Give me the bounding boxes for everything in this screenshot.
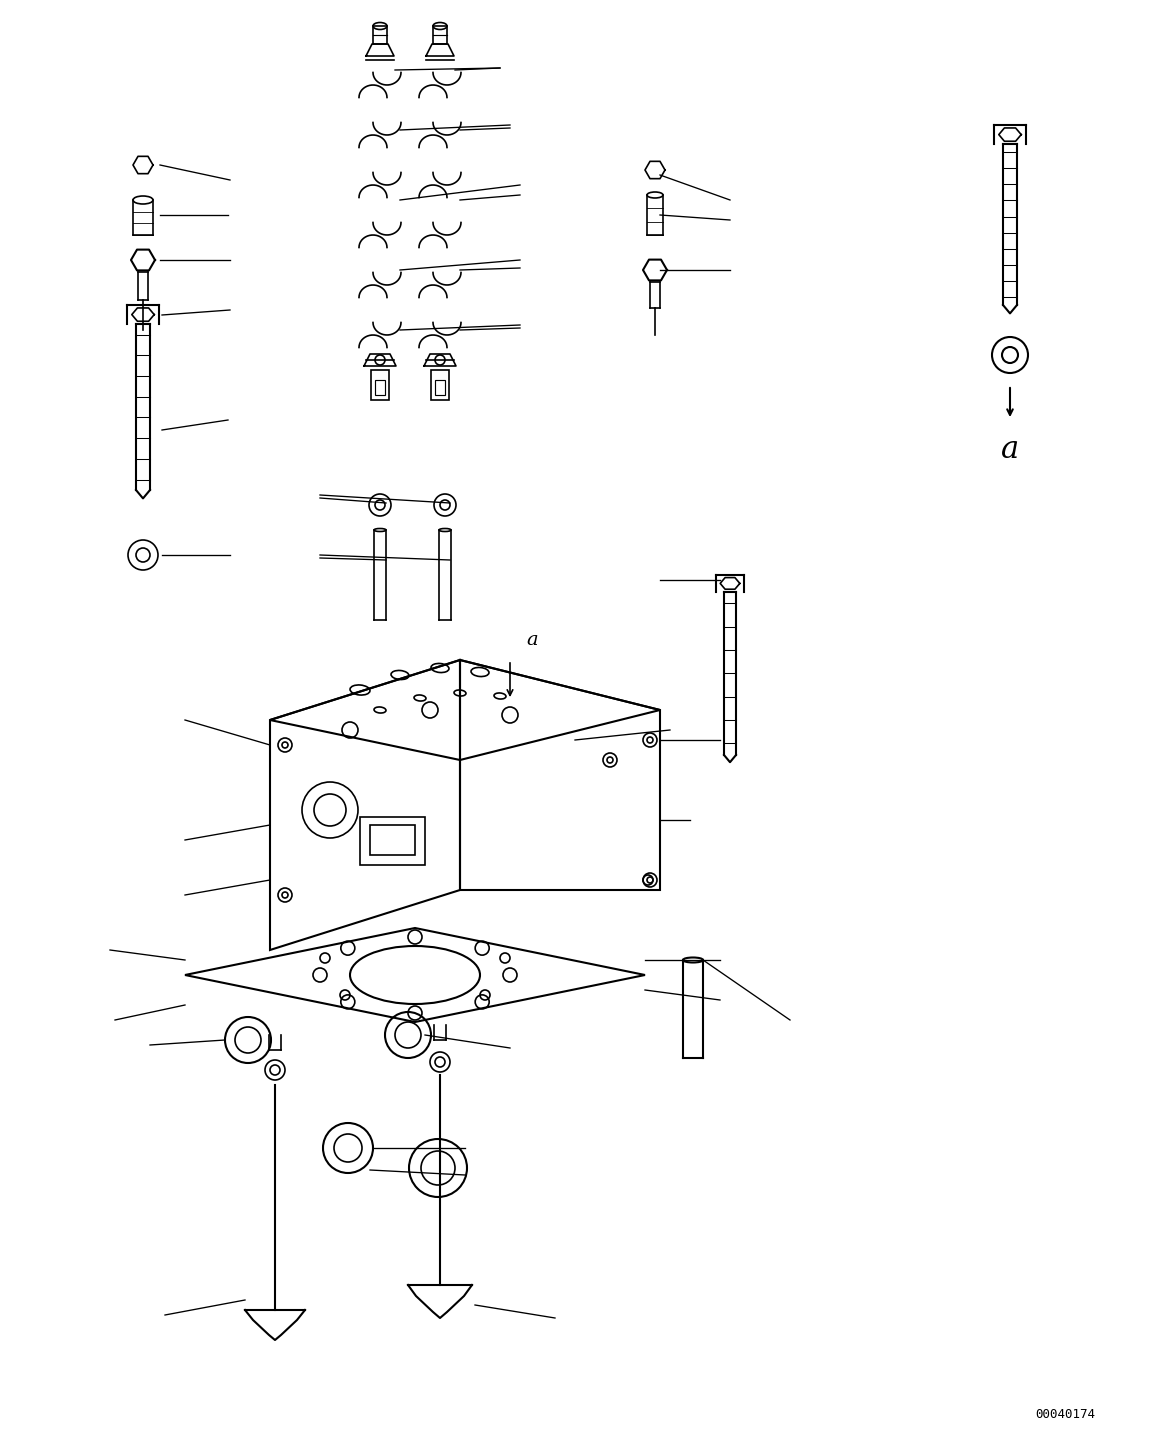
Bar	[373, 26, 387, 45]
Bar	[374, 379, 385, 395]
Bar	[435, 379, 445, 395]
Bar	[371, 369, 388, 399]
Text: a: a	[526, 631, 537, 650]
Bar	[433, 26, 447, 45]
Text: a: a	[1001, 434, 1019, 466]
Bar	[361, 818, 424, 865]
Text: 00040174: 00040174	[1035, 1408, 1096, 1421]
Bar	[370, 825, 415, 855]
Bar	[431, 369, 449, 399]
